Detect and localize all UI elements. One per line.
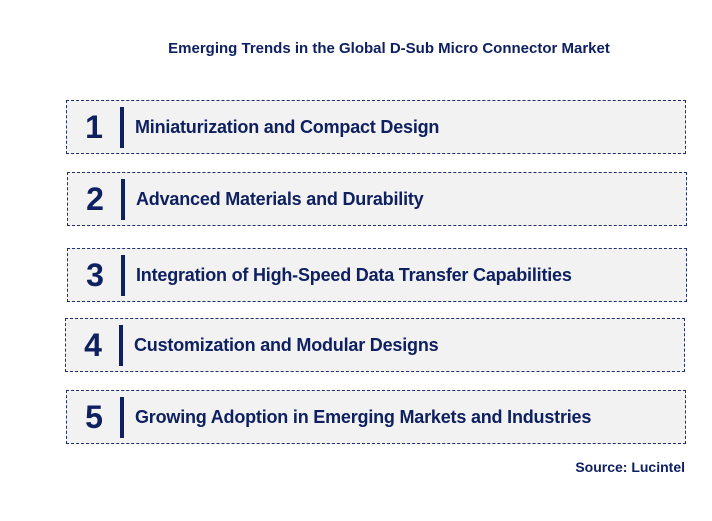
item-number: 4 [84, 326, 102, 363]
item-label: Miniaturization and Compact Design [135, 116, 440, 137]
item-number: 1 [85, 108, 103, 145]
divider-bar [119, 325, 123, 366]
divider-bar [120, 397, 124, 438]
trend-item-5: 5 Growing Adoption in Emerging Markets a… [66, 390, 686, 444]
item-label: Advanced Materials and Durability [136, 188, 424, 209]
item-number: 3 [86, 256, 104, 293]
item-number: 2 [86, 180, 104, 217]
divider-bar [121, 255, 125, 296]
diagram-title: Emerging Trends in the Global D-Sub Micr… [168, 40, 610, 57]
item-number: 5 [85, 398, 103, 435]
item-label: Growing Adoption in Emerging Markets and… [135, 406, 592, 427]
item-label: Customization and Modular Designs [134, 334, 439, 355]
trend-item-1: 1 Miniaturization and Compact Design [66, 100, 686, 154]
trend-item-3: 3 Integration of High-Speed Data Transfe… [67, 248, 687, 302]
item-label: Integration of High-Speed Data Transfer … [136, 264, 572, 285]
trend-item-4: 4 Customization and Modular Designs [65, 318, 685, 372]
trend-item-2: 2 Advanced Materials and Durability [67, 172, 687, 226]
source-credit: Source: Lucintel [575, 459, 685, 475]
divider-bar [120, 107, 124, 148]
divider-bar [121, 179, 125, 220]
